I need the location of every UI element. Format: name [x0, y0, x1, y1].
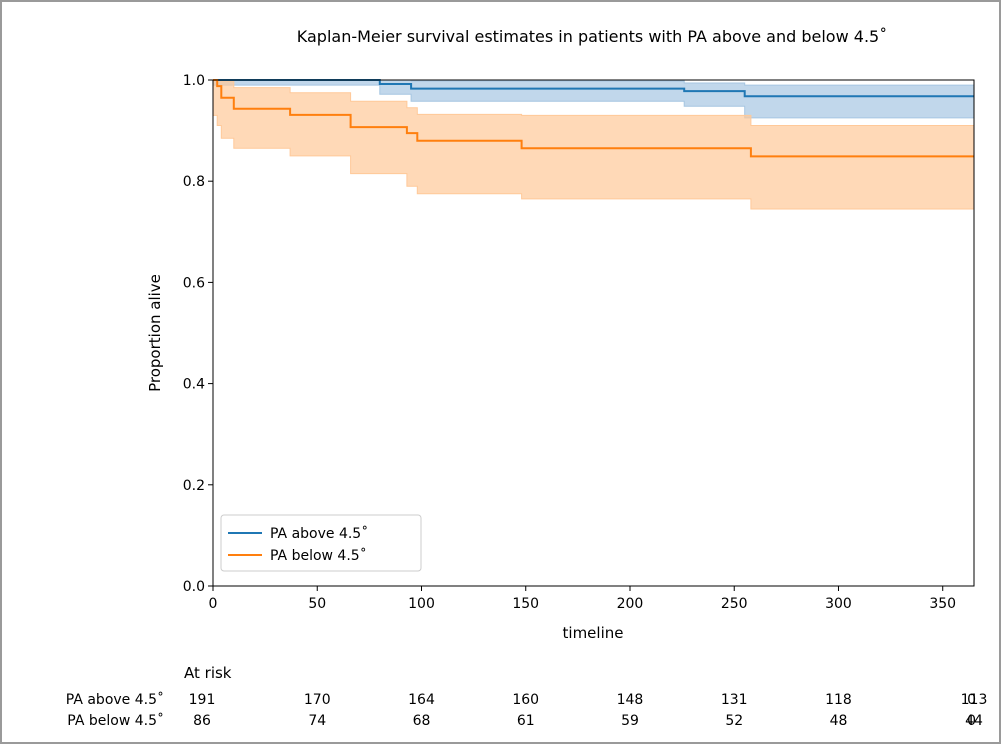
x-tick-label: 100	[408, 596, 435, 612]
survival-line-0	[213, 79, 974, 98]
y-axis-label: Proportion alive	[146, 274, 164, 392]
at-risk-value: 52	[725, 713, 743, 729]
confidence-bands	[212, 79, 975, 210]
x-tick-label: 350	[929, 596, 956, 612]
survival-line-1	[213, 79, 974, 158]
x-axis-ticks: 0 50 100 150 200 250 300 350	[209, 586, 956, 612]
at-risk-table: PA above 4.5˚ 191 170 164 160 148 131 118 1130PA…	[66, 691, 988, 729]
y-tick-label: 0.6	[183, 275, 205, 291]
y-tick-label: 0.0	[183, 579, 205, 595]
ci-band-1	[212, 79, 975, 210]
at-risk-value: 59	[621, 713, 639, 729]
legend-label-above: PA above 4.5˚	[270, 525, 368, 542]
at-risk-value: 86	[193, 713, 211, 729]
at-risk-value: 0	[967, 713, 976, 729]
at-risk-value: 74	[308, 713, 326, 729]
at-risk-value: 48	[830, 713, 848, 729]
legend-box	[220, 514, 422, 572]
x-axis-label: timeline	[563, 624, 624, 642]
y-tick-label: 1.0	[183, 73, 205, 89]
x-tick-label: 50	[308, 596, 326, 612]
at-risk-value: 170	[304, 692, 331, 708]
at-risk-row-label: PA below 4.5˚	[67, 712, 164, 729]
at-risk-value: 44	[965, 713, 983, 729]
at-risk-value: 61	[517, 713, 535, 729]
y-tick-label: 0.8	[183, 174, 205, 190]
ci-band-0	[212, 79, 975, 119]
y-axis-ticks: 0.0 0.2 0.4 0.6 0.8 1.0	[183, 73, 213, 595]
at-risk-value: 164	[408, 692, 435, 708]
at-risk-value: 118	[825, 692, 852, 708]
legend-label-below: PA below 4.5˚	[270, 547, 367, 564]
x-tick-label: 0	[209, 596, 218, 612]
at-risk-value: 68	[413, 713, 431, 729]
at-risk-value: 148	[617, 692, 644, 708]
legend: PA above 4.5˚ PA below 4.5˚	[220, 514, 422, 572]
at-risk-title: At risk	[184, 664, 232, 682]
x-tick-label: 200	[617, 596, 644, 612]
y-tick-label: 0.4	[183, 377, 205, 393]
at-risk-value: 160	[512, 692, 539, 708]
at-risk-value: 113	[961, 692, 988, 708]
x-tick-label: 300	[825, 596, 852, 612]
at-risk-value: 131	[721, 692, 748, 708]
x-tick-label: 150	[512, 596, 539, 612]
plot-area	[212, 79, 975, 587]
x-tick-label: 250	[721, 596, 748, 612]
at-risk-row-label: PA above 4.5˚	[66, 691, 164, 708]
at-risk-value: 191	[189, 692, 216, 708]
survival-lines	[213, 79, 974, 158]
at-risk-value: 0	[967, 692, 976, 708]
y-tick-label: 0.2	[183, 478, 205, 494]
chart-title: Kaplan-Meier survival estimates in patie…	[297, 27, 887, 46]
